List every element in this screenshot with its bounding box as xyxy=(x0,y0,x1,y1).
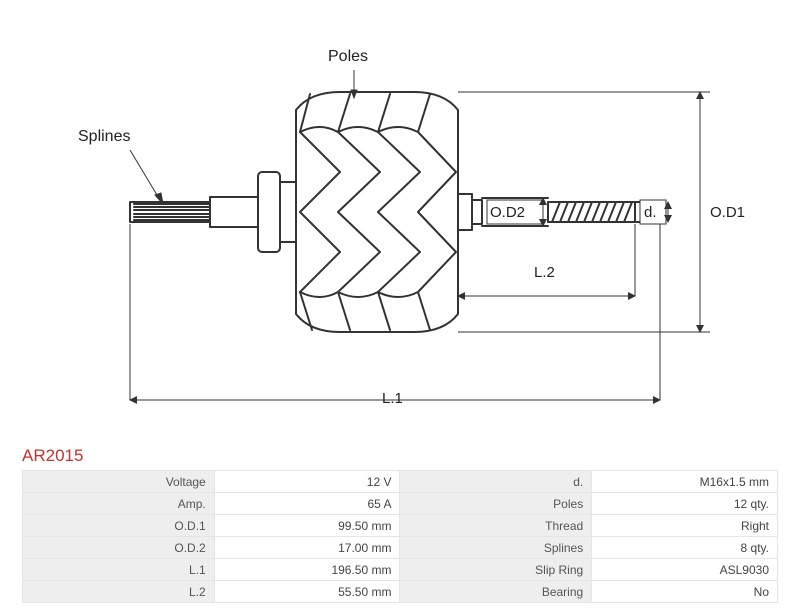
label-d: d. xyxy=(644,204,657,221)
label-od1: O.D1 xyxy=(710,204,745,221)
spec-value: 65 A xyxy=(214,493,400,515)
spec-value: ASL9030 xyxy=(592,559,778,581)
label-l1: L.1 xyxy=(382,390,403,407)
label-od2: O.D2 xyxy=(490,204,525,221)
spec-label: Amp. xyxy=(23,493,215,515)
spec-label: L.2 xyxy=(23,581,215,603)
spec-label: Slip Ring xyxy=(400,559,592,581)
label-poles: Poles xyxy=(328,48,368,66)
label-l2: L.2 xyxy=(534,264,555,281)
rotor-svg xyxy=(0,0,800,430)
spec-label: Thread xyxy=(400,515,592,537)
spec-value: 196.50 mm xyxy=(214,559,400,581)
table-row: L.2 55.50 mm Bearing No xyxy=(23,581,778,603)
spec-value: Right xyxy=(592,515,778,537)
spec-label: Poles xyxy=(400,493,592,515)
spec-value: 17.00 mm xyxy=(214,537,400,559)
spec-label: L.1 xyxy=(23,559,215,581)
table-row: L.1 196.50 mm Slip Ring ASL9030 xyxy=(23,559,778,581)
spec-label: Splines xyxy=(400,537,592,559)
spec-label: Voltage xyxy=(23,471,215,493)
technical-diagram: Poles Splines L.1 L.2 O.D1 O.D2 d. xyxy=(0,0,800,430)
spec-value: 12 qty. xyxy=(592,493,778,515)
spec-label: d. xyxy=(400,471,592,493)
spec-value: 55.50 mm xyxy=(214,581,400,603)
spec-value: M16x1.5 mm xyxy=(592,471,778,493)
spec-label: O.D.1 xyxy=(23,515,215,537)
table-row: O.D.1 99.50 mm Thread Right xyxy=(23,515,778,537)
spec-label: Bearing xyxy=(400,581,592,603)
spec-value: No xyxy=(592,581,778,603)
table-row: O.D.2 17.00 mm Splines 8 qty. xyxy=(23,537,778,559)
spec-table: Voltage 12 V d. M16x1.5 mm Amp. 65 A Pol… xyxy=(22,470,778,603)
label-splines: Splines xyxy=(78,128,130,146)
product-code: AR2015 xyxy=(22,446,83,466)
spec-value: 99.50 mm xyxy=(214,515,400,537)
spec-value: 12 V xyxy=(214,471,400,493)
spec-label: O.D.2 xyxy=(23,537,215,559)
spec-value: 8 qty. xyxy=(592,537,778,559)
table-row: Voltage 12 V d. M16x1.5 mm xyxy=(23,471,778,493)
table-row: Amp. 65 A Poles 12 qty. xyxy=(23,493,778,515)
